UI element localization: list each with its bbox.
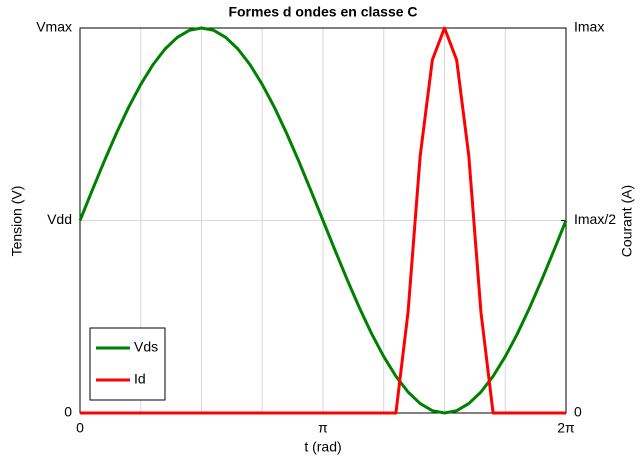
legend-label: Vds: [134, 339, 158, 355]
y2-tick-label: Imax: [574, 19, 604, 35]
y-tick-label: 0: [64, 404, 72, 420]
y-axis-label: Tension (V): [9, 186, 25, 257]
y2-tick-label: 0: [574, 404, 582, 420]
y-tick-label: Vmax: [36, 19, 72, 35]
y-tick-label: Vdd: [47, 211, 72, 227]
y2-tick-label: Imax/2: [574, 211, 616, 227]
x-tick-label: 0: [76, 420, 84, 436]
x-tick-label: 2π: [557, 420, 575, 436]
chart-title: Formes d ondes en classe C: [228, 4, 417, 20]
data-line: [80, 26, 566, 415]
y2-axis-label: Courant (A): [619, 185, 635, 257]
legend-label: Id: [134, 371, 146, 387]
legend-box: [89, 327, 166, 401]
data-line: [78, 26, 568, 415]
x-tick-label: π: [318, 420, 328, 436]
x-axis-label: t (rad): [304, 439, 341, 455]
